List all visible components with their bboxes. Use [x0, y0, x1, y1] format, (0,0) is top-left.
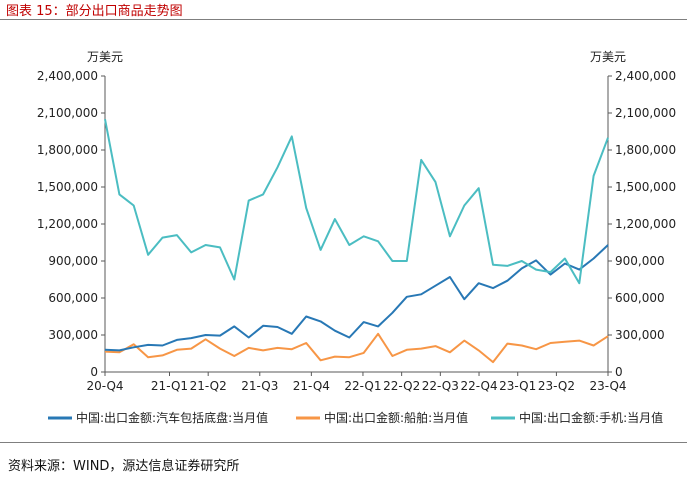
legend-label-0: 中国:出口金额:汽车包括底盘:当月值 — [76, 410, 268, 425]
figure-title: 图表 15：部分出口商品走势图 — [6, 4, 183, 19]
series-line-2 — [104, 119, 609, 285]
right-y-tick-label: 900,000 — [615, 254, 665, 268]
footer-divider — [0, 442, 687, 443]
left-y-tick-label: 300,000 — [48, 328, 98, 342]
right-y-tick-label: 1,800,000 — [615, 143, 676, 157]
left-y-tick-label: 600,000 — [48, 291, 98, 305]
right-y-tick-label: 1,200,000 — [615, 217, 676, 231]
right-axis-unit: 万美元 — [590, 50, 626, 64]
series-lines — [104, 119, 609, 364]
line-chart: 万美元 万美元 0 0 300,000 300,000 600,000 600,000 90… — [37, 50, 676, 425]
x-tick-label: 23-Q4 — [589, 379, 626, 393]
left-axis-unit: 万美元 — [87, 50, 123, 64]
chart-axes: 0 0 300,000 300,000 600,000 600,000 900,000 900… — [37, 69, 676, 393]
legend-label-2: 中国:出口金额:手机:当月值 — [519, 410, 663, 425]
x-tick-label: 20-Q4 — [86, 379, 123, 393]
x-tick-label: 21-Q1 — [151, 379, 188, 393]
x-tick-label: 22-Q1 — [344, 379, 381, 393]
left-y-tick-label: 1,800,000 — [37, 143, 98, 157]
left-y-tick-label: 0 — [90, 365, 98, 379]
series-line-0 — [104, 244, 609, 352]
left-y-tick-label: 2,100,000 — [37, 106, 98, 120]
x-tick-label: 22-Q4 — [460, 379, 497, 393]
series-line-1 — [104, 332, 609, 364]
left-y-tick-label: 1,200,000 — [37, 217, 98, 231]
right-y-tick-label: 600,000 — [615, 291, 665, 305]
chart-legend: 中国:出口金额:汽车包括底盘:当月值 中国:出口金额:船舶:当月值 中国:出口金额:… — [48, 410, 663, 425]
right-y-tick-label: 300,000 — [615, 328, 665, 342]
x-tick-label: 22-Q2 — [383, 379, 420, 393]
x-tick-label: 23-Q1 — [499, 379, 536, 393]
legend-label-1: 中国:出口金额:船舶:当月值 — [324, 410, 468, 425]
source-note: 资料来源：WIND，源达信息证券研究所 — [8, 459, 240, 474]
left-y-tick-label: 1,500,000 — [37, 180, 98, 194]
title-divider — [0, 19, 687, 20]
right-y-tick-label: 2,100,000 — [615, 106, 676, 120]
x-tick-label: 23-Q2 — [538, 379, 575, 393]
left-y-tick-label: 2,400,000 — [37, 69, 98, 83]
right-y-tick-label: 2,400,000 — [615, 69, 676, 83]
right-y-tick-label: 1,500,000 — [615, 180, 676, 194]
left-y-tick-label: 900,000 — [48, 254, 98, 268]
x-tick-label: 22-Q3 — [422, 379, 459, 393]
right-y-tick-label: 0 — [615, 365, 623, 379]
x-tick-label: 21-Q3 — [241, 379, 278, 393]
x-tick-label: 21-Q4 — [293, 379, 330, 393]
x-tick-label: 21-Q2 — [190, 379, 227, 393]
